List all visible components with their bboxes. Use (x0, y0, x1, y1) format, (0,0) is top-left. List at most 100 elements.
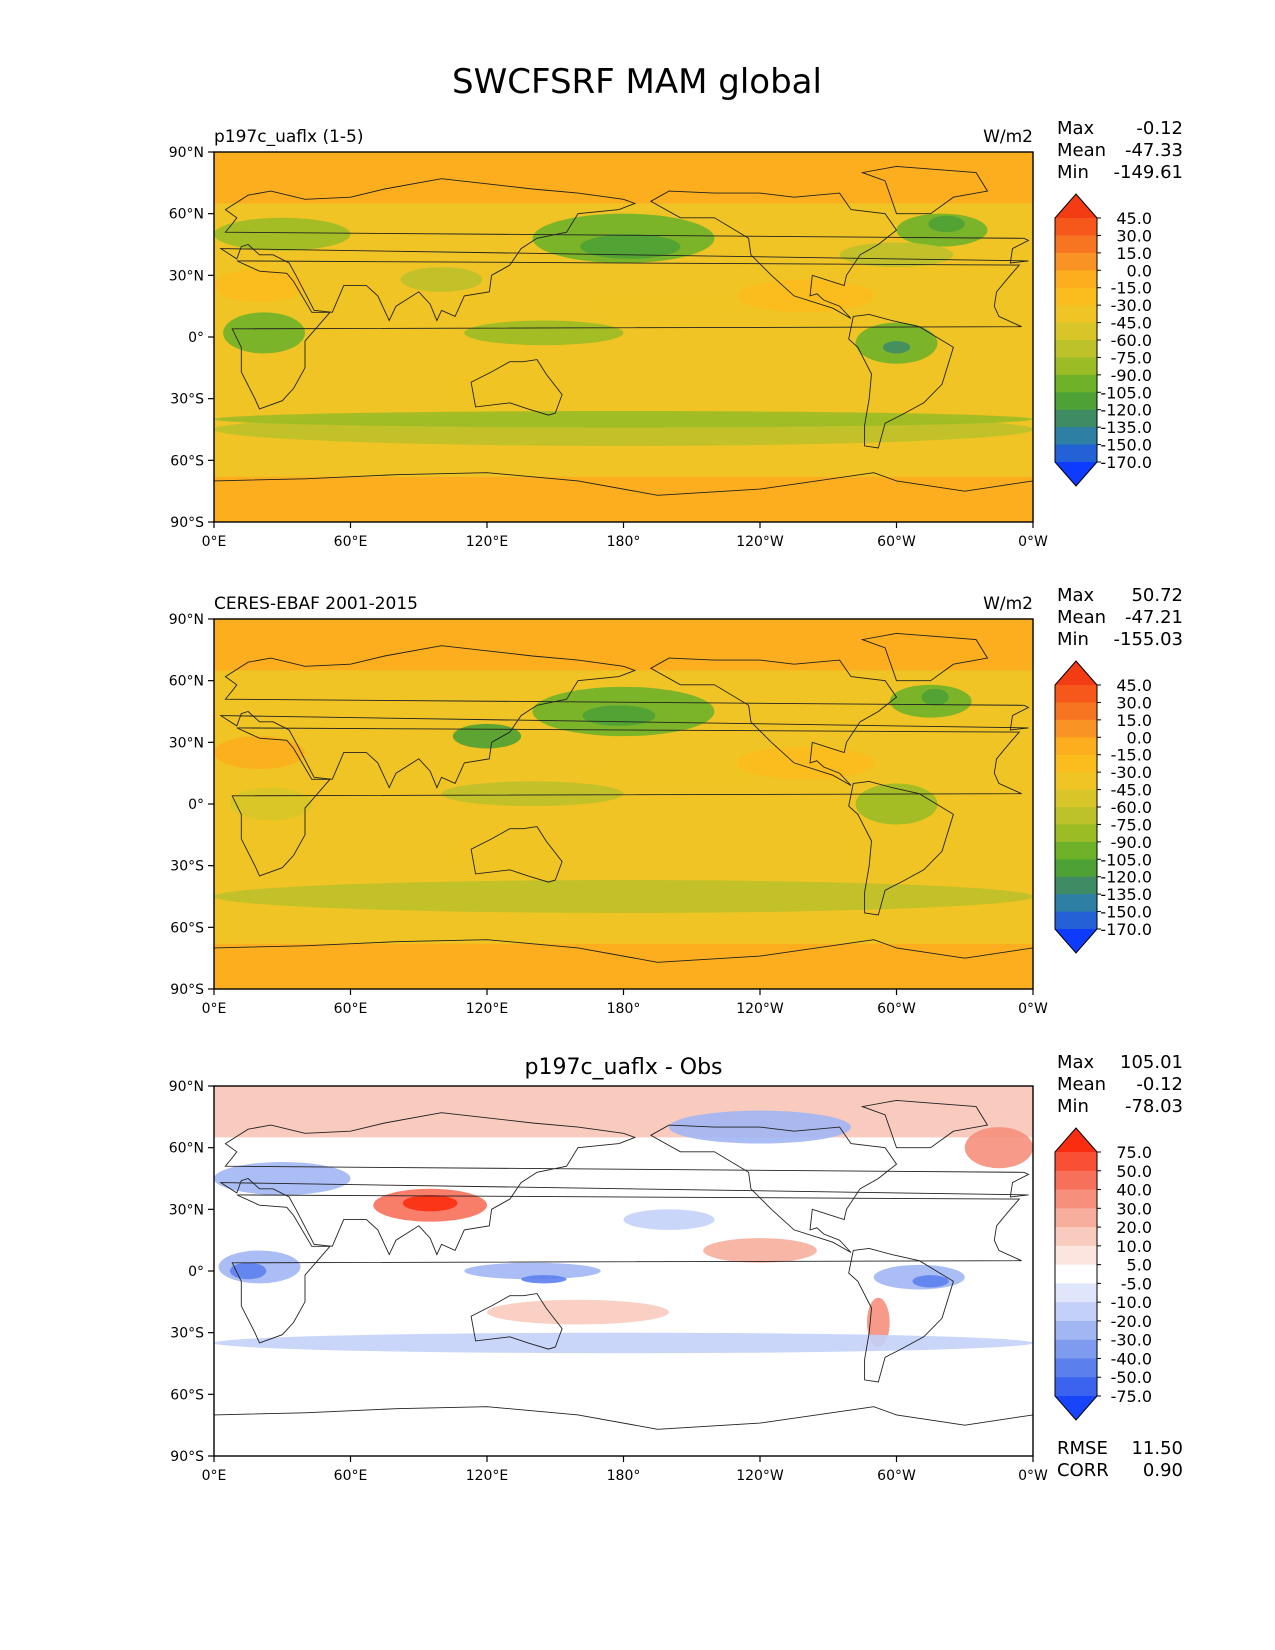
field-band (214, 152, 1033, 204)
lat-tick-label: 60°S (170, 453, 204, 469)
colorbar-segment (1055, 1170, 1097, 1191)
panel-units: W/m2 (983, 127, 1033, 147)
lon-tick-label: 60°E (334, 1468, 368, 1484)
field-region (839, 242, 954, 268)
field-region (703, 1238, 817, 1263)
stat-label: Max (1057, 585, 1095, 606)
colorbar-segment (1055, 444, 1097, 463)
field-region (400, 267, 483, 292)
coastline (848, 1247, 954, 1383)
colorbar-segment (1055, 876, 1097, 895)
colorbar-segment (1055, 270, 1097, 289)
colorbar-segment (1055, 754, 1097, 773)
colorbar-segment (1055, 894, 1097, 913)
field-band (214, 943, 1033, 989)
colorbar-label: -45.0 (1111, 781, 1152, 800)
panels: p197c_uaflx (1-5) W/m2 90°N 60°N 30°N 0° 30°S 6… (169, 118, 1183, 1484)
lon-tick-label: 120°E (466, 534, 509, 550)
lat-tick-label: 90°S (170, 1449, 204, 1465)
colorbar-label: -50.0 (1111, 1368, 1152, 1387)
lon-tick-label: 180° (607, 1468, 641, 1484)
field (214, 152, 1033, 522)
field-region (623, 1209, 715, 1230)
colorbar-label: 15.0 (1116, 711, 1152, 730)
coastline (219, 178, 1030, 322)
colorbar-segment (1055, 287, 1097, 306)
colorbar-segment (1055, 357, 1097, 376)
colorbar-segment (1055, 322, 1097, 341)
panel-units: W/m2 (983, 594, 1033, 614)
colorbar-segment (1055, 340, 1097, 359)
lon-tick-label: 60°E (334, 534, 368, 550)
field-region (214, 411, 1033, 428)
colorbar-segment (1055, 1208, 1097, 1228)
lon-tick-label: 0°W (1018, 534, 1048, 550)
stat-value: -0.12 (1136, 118, 1183, 139)
lon-tick-label: 60°W (877, 1001, 916, 1017)
lat-tick-label: 60°S (170, 1387, 204, 1403)
coastline (214, 1406, 1033, 1456)
colorbar-segment (1055, 235, 1097, 254)
stat-label: Mean (1057, 140, 1106, 161)
colorbar-segment (1055, 374, 1097, 393)
field-region (737, 279, 874, 313)
bottom-stat-label: CORR (1057, 1460, 1109, 1481)
colorbar-segment (1055, 1283, 1097, 1303)
lat-tick-label: 90°N (169, 1079, 204, 1095)
colorbar-segment (1055, 409, 1097, 428)
colorbar-extend-bottom (1055, 462, 1097, 486)
coastline (231, 1194, 1022, 1344)
field-region (452, 371, 567, 405)
colorbar-label: -135.0 (1100, 885, 1152, 904)
stat-label: Max (1057, 118, 1095, 139)
lat-tick-label: 0° (188, 797, 204, 813)
colorbar-segment (1055, 1377, 1097, 1397)
field-region (921, 688, 949, 706)
panel-title-center: p197c_uaflx - Obs (524, 1055, 722, 1080)
colorbar-segment (1055, 807, 1097, 826)
colorbar-extend-bottom (1055, 929, 1097, 953)
colorbar: 45.030.015.00.0-15.0-30.0-45.0-60.0-75.0… (1054, 193, 1152, 487)
colorbar-label: 75.0 (1116, 1143, 1152, 1162)
field-region (487, 1299, 669, 1325)
colorbar-label: -75.0 (1111, 1387, 1152, 1406)
lat-tick-label: 60°N (169, 1141, 204, 1157)
colorbar-label: -5.0 (1121, 1274, 1152, 1293)
stat-label: Max (1057, 1052, 1095, 1073)
colorbar-segment (1055, 824, 1097, 843)
field-region (882, 341, 911, 354)
field-band (214, 476, 1033, 522)
colorbar-segment (1055, 1320, 1097, 1341)
colorbar-label: -90.0 (1111, 366, 1152, 385)
stat-value: -149.61 (1114, 162, 1183, 183)
bottom-stat-value: 0.90 (1143, 1460, 1183, 1481)
lon-tick-label: 0°W (1018, 1001, 1048, 1017)
lon-tick-label: 0°W (1018, 1468, 1048, 1484)
field-region (589, 295, 749, 317)
coastline (470, 359, 563, 416)
map-panel-1: p197c_uaflx (1-5) W/m2 90°N 60°N 30°N 0° 30°S 6… (169, 118, 1183, 550)
lat-tick-label: 30°S (170, 392, 204, 408)
colorbar-label: 5.0 (1127, 1256, 1152, 1275)
stat-label: Min (1057, 162, 1089, 183)
lat-tick-label: 90°S (170, 515, 204, 531)
colorbar-label: 50.0 (1116, 1162, 1152, 1181)
colorbar-label: -170.0 (1100, 453, 1152, 472)
field-region (229, 787, 312, 821)
field-region (441, 781, 624, 807)
lon-tick-label: 0°E (202, 1468, 227, 1484)
colorbar-label: -60.0 (1111, 331, 1152, 350)
lat-tick-label: 30°S (170, 1326, 204, 1342)
colorbar-label: -135.0 (1100, 418, 1152, 437)
coastline (231, 727, 1022, 877)
colorbar-segment (1055, 305, 1097, 324)
colorbar: 45.030.015.00.0-15.0-30.0-45.0-60.0-75.0… (1054, 660, 1152, 954)
colorbar-segment (1055, 1227, 1097, 1247)
colorbar-segment (1055, 772, 1097, 791)
lat-tick-label: 60°N (169, 674, 204, 690)
stat-value: -0.12 (1136, 1074, 1183, 1095)
lat-tick-label: 30°N (169, 1202, 204, 1218)
colorbar-extend-top (1055, 661, 1097, 685)
colorbar-extend-top (1055, 194, 1097, 218)
lon-tick-label: 120°W (736, 1001, 784, 1017)
